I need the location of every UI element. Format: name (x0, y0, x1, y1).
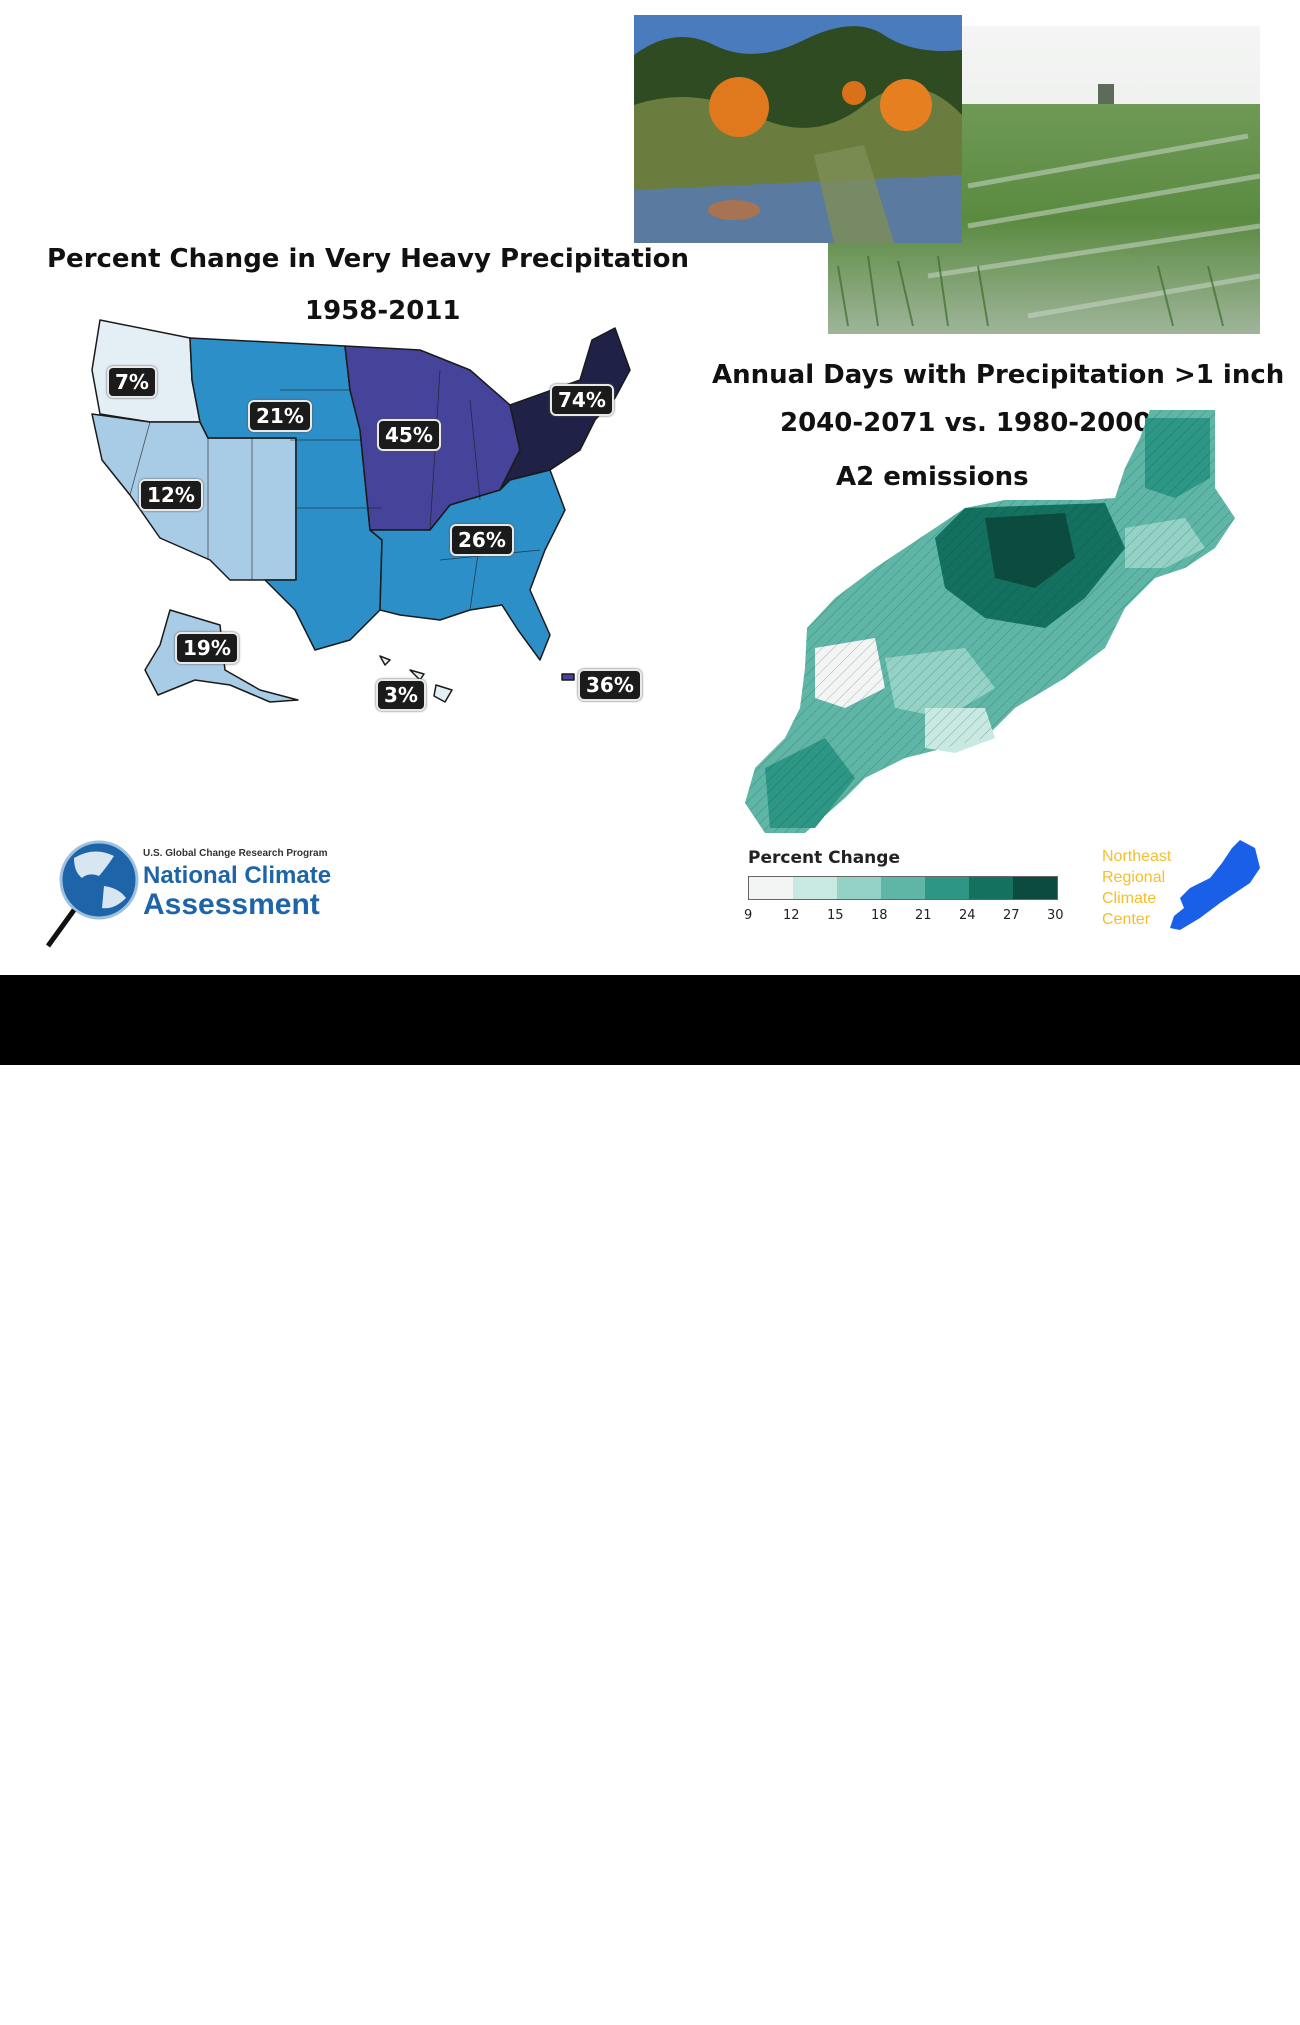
pumpkin-field-photo (634, 15, 962, 243)
nrcc-logo-text: Northeast Regional Climate Center (1102, 848, 1172, 928)
us-map-period: 1958-2011 (305, 296, 461, 326)
northeast-projection-map (745, 410, 1235, 833)
legend-tick: 9 (744, 908, 753, 923)
ne-map-scenario: A2 emissions (836, 462, 1029, 492)
nrcc-region-map-icon (1170, 840, 1260, 930)
region-hawaii (379, 655, 453, 703)
legend-tick: 27 (1003, 908, 1020, 923)
image-id: H9Y8JJ (1172, 1976, 1230, 1993)
legend-swatch (969, 877, 1013, 899)
nca-logo-line2: Assessment (143, 888, 320, 921)
legend-tick: 24 (959, 908, 976, 923)
site-url: www.alamy.com (1107, 2000, 1230, 2017)
slide: Percent Change in Very Heavy Precipitati… (0, 0, 1300, 975)
pct-badge-northeast: 74% (550, 384, 614, 416)
legend-tick: 15 (827, 908, 844, 923)
pct-badge-southwest: 12% (139, 479, 203, 511)
pct-badge-midwest: 45% (377, 419, 441, 451)
us-map-title: Percent Change in Very Heavy Precipitati… (47, 244, 690, 274)
ne-map-title: Annual Days with Precipitation >1 inch (712, 360, 1285, 390)
pct-badge-great-plains: 21% (248, 400, 312, 432)
pct-badge-alaska: 19% (175, 632, 239, 664)
legend-swatch (837, 877, 881, 899)
ne-map-period: 2040-2071 vs. 1980-2000 (780, 408, 1152, 438)
image-reference: H9Y8JJ www.alamy.com (1107, 1973, 1230, 2021)
nca-logo-line1: National Climate (143, 862, 332, 889)
legend-swatch (881, 877, 925, 899)
legend-tick: 12 (783, 908, 800, 923)
region-southeast (369, 469, 566, 661)
pct-badge-hawaii: 3% (376, 679, 426, 711)
legend-tick: 18 (871, 908, 888, 923)
legend-swatch (1013, 877, 1057, 899)
legend-title: Percent Change (748, 848, 900, 868)
legend-color-bar (748, 876, 1058, 900)
legend-swatch (749, 877, 793, 899)
watermark-footer: alamy H9Y8JJ www.alamy.com (0, 975, 1300, 2024)
region-puerto-rico (561, 673, 575, 681)
nca-program-text: U.S. Global Change Research Program (143, 848, 328, 859)
legend-tick: 30 (1047, 908, 1064, 923)
nca-globe-logo-icon (45, 840, 139, 948)
pct-badge-northwest: 7% (107, 366, 157, 398)
legend-swatch (925, 877, 969, 899)
legend-tick: 21 (915, 908, 932, 923)
pct-badge-puerto-rico: 36% (578, 669, 642, 701)
alamy-logo: alamy (50, 1966, 189, 2024)
legend-swatch (793, 877, 837, 899)
pct-badge-southeast: 26% (450, 524, 514, 556)
